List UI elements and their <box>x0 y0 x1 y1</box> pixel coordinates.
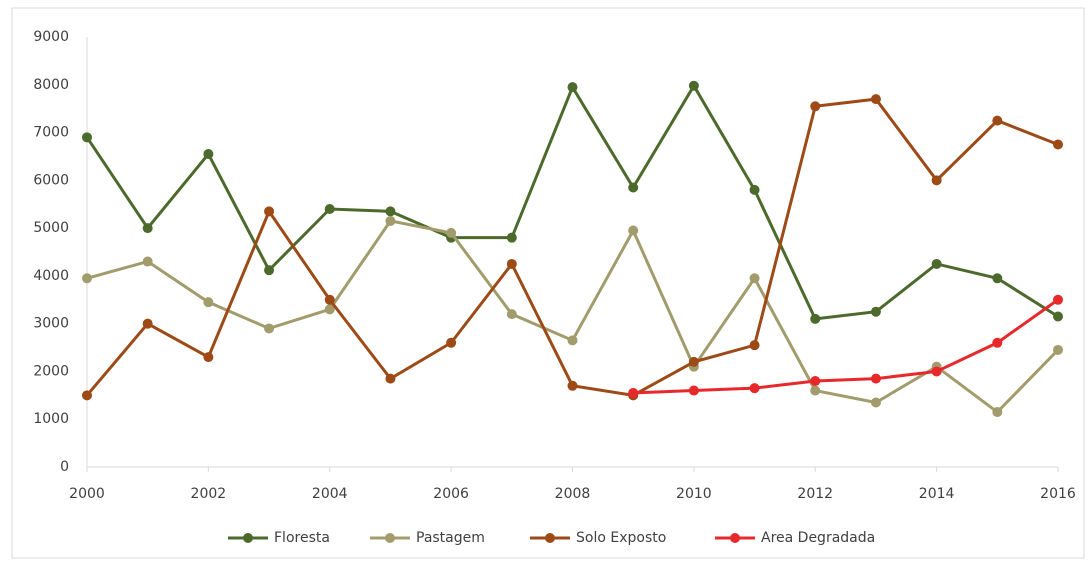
legend-label: Floresta <box>274 530 330 546</box>
data-point <box>870 306 881 317</box>
legend-label: Pastagem <box>416 530 485 546</box>
data-point <box>810 376 821 386</box>
x-tick-label: 2010 <box>676 486 712 502</box>
data-point <box>931 175 942 186</box>
data-point <box>506 258 517 269</box>
data-point <box>324 204 335 214</box>
data-point <box>628 387 639 398</box>
y-tick-label: 1000 <box>33 411 69 427</box>
data-point <box>506 232 517 243</box>
data-point <box>567 380 578 391</box>
data-point <box>203 149 214 160</box>
data-point <box>324 294 335 305</box>
series-line <box>633 298 1059 395</box>
data-point <box>688 356 699 367</box>
x-tick-label: 2006 <box>433 486 469 502</box>
data-point <box>870 397 881 408</box>
x-tick-label: 2000 <box>69 486 105 502</box>
y-tick-label: 6000 <box>33 172 69 188</box>
data-point <box>870 373 881 384</box>
x-tick-label: 2014 <box>919 486 955 502</box>
data-point <box>142 223 153 234</box>
y-tick-label: 2000 <box>33 363 69 379</box>
data-point <box>688 385 699 396</box>
legend-label: Solo Exposto <box>576 530 666 546</box>
data-point <box>810 385 821 396</box>
data-point <box>82 273 92 284</box>
data-point <box>749 383 760 394</box>
data-point <box>385 206 396 217</box>
data-point <box>203 297 214 308</box>
x-tick-label: 2002 <box>191 486 227 502</box>
data-point <box>749 184 760 195</box>
y-tick-label: 4000 <box>33 268 69 284</box>
data-point <box>1053 294 1063 305</box>
data-point <box>688 80 699 91</box>
data-point <box>628 182 639 193</box>
x-tick-label: 2016 <box>1040 486 1076 502</box>
x-tick-label: 2004 <box>312 486 348 502</box>
data-point <box>324 304 335 315</box>
data-point <box>1053 311 1063 322</box>
data-point <box>931 366 942 377</box>
data-point <box>385 373 396 384</box>
data-point <box>385 215 396 226</box>
data-point <box>82 390 92 401</box>
y-tick-label: 7000 <box>33 125 69 141</box>
y-tick-label: 9000 <box>33 29 69 45</box>
data-point <box>810 101 821 112</box>
y-tick-label: 8000 <box>33 77 69 93</box>
data-point <box>992 407 1003 418</box>
data-point <box>264 265 275 276</box>
data-point <box>749 340 760 351</box>
data-point <box>446 337 457 348</box>
y-tick-label: 3000 <box>33 316 69 332</box>
data-point <box>1053 139 1063 150</box>
legend-label: Area Degradada <box>761 530 875 546</box>
legend-marker <box>385 533 395 543</box>
data-point <box>931 258 942 269</box>
data-point <box>870 94 881 105</box>
data-point <box>446 227 457 238</box>
chart-frame <box>11 7 1085 559</box>
data-point <box>82 132 92 143</box>
y-tick-label: 0 <box>60 459 69 475</box>
data-point <box>1053 344 1063 355</box>
y-tick-label: 5000 <box>33 220 69 236</box>
data-point <box>142 256 153 267</box>
data-point <box>203 352 214 363</box>
legend-marker <box>730 533 740 543</box>
data-point <box>506 309 517 320</box>
legend-marker <box>545 533 555 543</box>
data-point <box>749 273 760 284</box>
data-point <box>992 273 1003 284</box>
data-point <box>992 115 1003 126</box>
data-point <box>567 82 578 93</box>
data-point <box>142 318 153 329</box>
data-point <box>628 225 639 236</box>
data-point <box>810 313 821 324</box>
data-point <box>567 335 578 346</box>
legend-marker <box>243 533 253 543</box>
data-point <box>264 323 275 334</box>
data-point <box>992 337 1003 348</box>
x-tick-label: 2008 <box>555 486 591 502</box>
x-tick-label: 2012 <box>797 486 833 502</box>
data-point <box>264 206 275 217</box>
